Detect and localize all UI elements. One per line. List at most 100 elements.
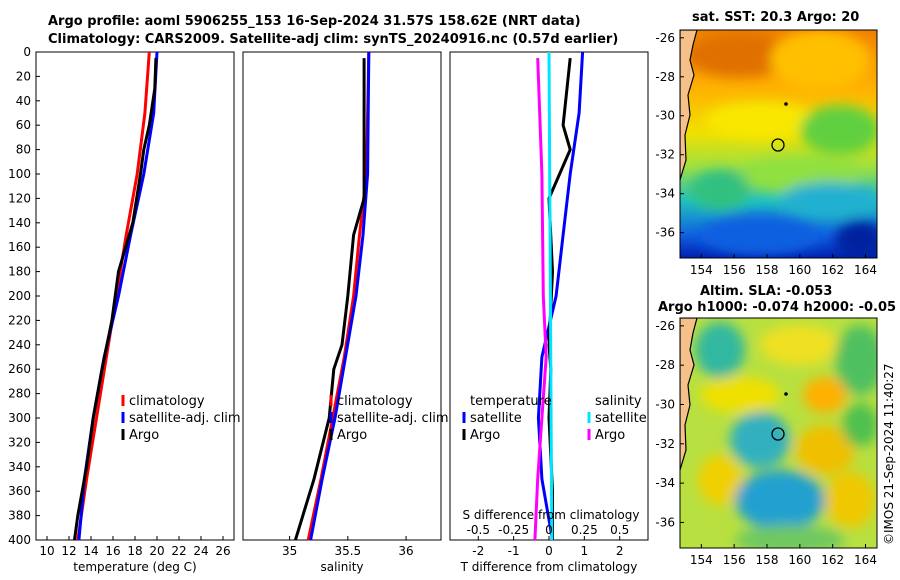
x-tick-label: -1 — [508, 544, 520, 558]
depth-tick-label: 20 — [16, 69, 31, 83]
legend-diff-temp-argo: Argo — [470, 428, 500, 443]
sst-argo-position-marker — [771, 138, 785, 152]
depth-tick-label: 200 — [8, 289, 31, 303]
legend-diff-sal-argo: Argo — [595, 428, 625, 443]
s-diff-tick-label: -0.5 — [467, 523, 490, 537]
depth-tick-label: 360 — [8, 484, 31, 498]
legend-sal-satellite: satellite-adj. clim — [337, 411, 449, 426]
sla-map-lat-label: -28 — [655, 358, 675, 372]
x-tick-label: 20 — [149, 544, 164, 558]
sst-map-lon-label: 164 — [854, 263, 877, 277]
sla-map-lon-label: 156 — [723, 553, 746, 567]
series-line-satellite-adj-clim — [77, 51, 159, 541]
depth-tick-label: 380 — [8, 509, 31, 523]
sla-map-title: Altim. SLA: -0.053 — [700, 284, 833, 299]
sst-map-lat-label: -28 — [655, 70, 675, 84]
x-tick-label: 26 — [215, 544, 230, 558]
sla-map-lon-label: 158 — [756, 553, 779, 567]
x-axis-label: temperature (deg C) — [73, 560, 196, 574]
sst-map-lon-label: 160 — [788, 263, 811, 277]
sst-map-lat-label: -30 — [655, 109, 675, 123]
x-tick-label: -2 — [472, 544, 484, 558]
x-tick-label: 0 — [545, 544, 553, 558]
depth-tick-label: 320 — [8, 435, 31, 449]
s-diff-tick-label: 0.25 — [571, 523, 598, 537]
x-axis-label: T difference from climatology — [460, 560, 638, 574]
sla-map-lat-label: -30 — [655, 397, 675, 411]
series-line-argo — [293, 58, 366, 541]
x-tick-label: 14 — [83, 544, 98, 558]
depth-tick-label: 260 — [8, 362, 31, 376]
sla-argo-position-marker — [771, 427, 785, 441]
series-line-temperature-satellite — [536, 51, 585, 541]
x-tick-label: 1 — [581, 544, 589, 558]
sst-map-lat-label: -36 — [655, 226, 675, 240]
depth-tick-label: 40 — [16, 94, 31, 108]
x-axis-label: salinity — [320, 560, 363, 574]
temperature-axes — [35, 51, 235, 541]
x-tick-label: 35.5 — [334, 544, 361, 558]
sst-map[interactable] — [679, 29, 885, 260]
s-diff-axis-label: S difference from climatology — [463, 508, 640, 522]
sla-map-lat-label: -26 — [655, 319, 675, 333]
series-line-climatology — [76, 51, 151, 541]
x-tick-label: 35 — [282, 544, 297, 558]
s-diff-tick-label: 0 — [545, 523, 553, 537]
depth-tick-label: 80 — [16, 143, 31, 157]
sla-map-lat-label: -34 — [655, 476, 675, 490]
sst-map-lon-label: 156 — [723, 263, 746, 277]
x-tick-label: 22 — [171, 544, 186, 558]
depth-tick-label: 100 — [8, 167, 31, 181]
series-line-satellite-adj-clim — [309, 51, 371, 541]
depth-tick-label: 400 — [8, 533, 31, 547]
depth-tick-label: 240 — [8, 338, 31, 352]
legend-temp-satellite: satellite-adj. clim — [129, 411, 241, 426]
legend-diff-temperature-header: temperature — [470, 394, 552, 409]
series-line-salinity-satellite — [547, 51, 554, 541]
legend-diff-sal-satellite: satellite — [595, 411, 647, 426]
depth-tick-label: 180 — [8, 265, 31, 279]
series-line-salinity-argo — [533, 58, 548, 541]
sst-map-lon-label: 162 — [821, 263, 844, 277]
x-tick-label: 24 — [193, 544, 208, 558]
sla-map-lat-label: -36 — [655, 515, 675, 529]
sst-map-lon-label: 154 — [690, 263, 713, 277]
s-diff-tick-label: -0.25 — [498, 523, 529, 537]
legend-temp-climatology: climatology — [129, 394, 205, 409]
sla-map-lat-label: -32 — [655, 437, 675, 451]
depth-tick-label: 340 — [8, 460, 31, 474]
sst-map-lat-label: -32 — [655, 148, 675, 162]
x-tick-label: 12 — [61, 544, 76, 558]
salinity-axes — [242, 51, 442, 541]
x-tick-label: 36 — [398, 544, 413, 558]
legend-diff-temp-satellite: satellite — [470, 411, 522, 426]
x-tick-label: 16 — [105, 544, 120, 558]
s-diff-tick-label: 0.5 — [610, 523, 629, 537]
series-line-argo — [73, 58, 158, 541]
x-tick-label: 10 — [39, 544, 54, 558]
depth-tick-label: 220 — [8, 313, 31, 327]
sla-map[interactable] — [679, 317, 885, 555]
sla-map-lon-label: 164 — [854, 553, 877, 567]
x-tick-label: 18 — [127, 544, 142, 558]
sst-map-lat-label: -34 — [655, 187, 675, 201]
legend-sal-argo: Argo — [337, 428, 367, 443]
sla-map-lon-label: 160 — [788, 553, 811, 567]
depth-tick-label: 280 — [8, 387, 31, 401]
depth-tick-label: 0 — [23, 45, 31, 59]
figure-title-line2: Climatology: CARS2009. Satellite-adj cli… — [48, 32, 619, 47]
legend-temp-argo: Argo — [129, 428, 159, 443]
sst-map-lat-label: -26 — [655, 31, 675, 45]
depth-tick-label: 160 — [8, 240, 31, 254]
sla-map-lon-label: 154 — [690, 553, 713, 567]
x-tick-label: 2 — [616, 544, 624, 558]
sst-map-title: sat. SST: 20.3 Argo: 20 — [692, 10, 860, 25]
legend-diff-salinity-header: salinity — [595, 394, 642, 409]
depth-tick-label: 140 — [8, 216, 31, 230]
depth-tick-label: 300 — [8, 411, 31, 425]
sla-map-lon-label: 162 — [821, 553, 844, 567]
legend-sal-climatology: climatology — [337, 394, 413, 409]
figure-title-line1: Argo profile: aoml 5906255_153 16-Sep-20… — [48, 14, 581, 29]
depth-tick-label: 120 — [8, 191, 31, 205]
